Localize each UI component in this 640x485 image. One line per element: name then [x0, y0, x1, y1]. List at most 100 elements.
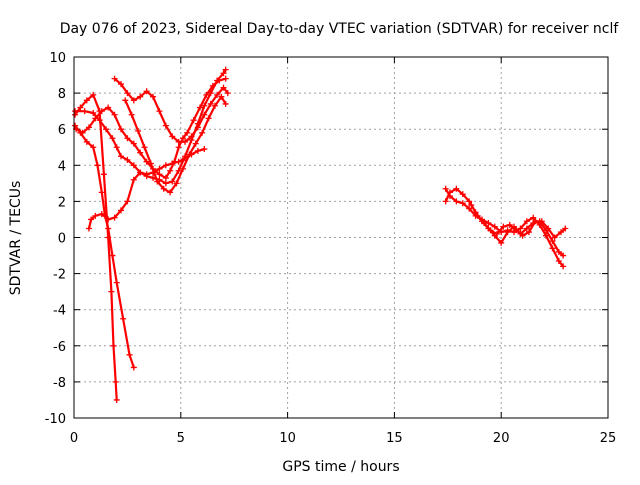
- data-point: [442, 185, 449, 192]
- x-tick-label: 0: [70, 431, 78, 446]
- data-point: [459, 191, 466, 198]
- data-point: [137, 169, 144, 176]
- data-point: [81, 108, 88, 115]
- data-point: [167, 189, 174, 196]
- series-line: [73, 124, 135, 369]
- data-point: [124, 135, 131, 142]
- data-point: [207, 100, 214, 107]
- data-point: [126, 351, 133, 358]
- data-point: [453, 198, 460, 205]
- data-point: [536, 221, 543, 228]
- data-point: [117, 126, 124, 133]
- y-tick-label: 2: [58, 195, 66, 210]
- data-point: [504, 227, 511, 234]
- data-point: [90, 144, 97, 151]
- data-point: [85, 225, 92, 232]
- data-point: [96, 117, 103, 124]
- data-point: [194, 124, 201, 131]
- data-point: [113, 144, 120, 151]
- data-point: [549, 245, 556, 252]
- data-point: [218, 93, 225, 100]
- data-point: [117, 207, 124, 214]
- data-point: [211, 102, 218, 109]
- data-point: [538, 218, 545, 225]
- data-point: [487, 227, 494, 234]
- data-point: [124, 90, 131, 97]
- data-point: [216, 77, 223, 84]
- x-axis-title: GPS time / hours: [282, 459, 399, 475]
- data-point: [141, 144, 148, 151]
- data-point: [525, 229, 532, 236]
- data-point: [130, 162, 137, 169]
- data-point: [506, 221, 513, 228]
- series-track-6: [111, 75, 231, 145]
- data-point: [530, 214, 537, 221]
- data-point: [130, 176, 137, 183]
- data-point: [156, 171, 163, 178]
- data-point: [543, 232, 550, 239]
- data-point: [532, 218, 539, 225]
- data-point: [169, 178, 176, 185]
- data-point: [137, 149, 144, 156]
- series-track-1: [72, 91, 120, 403]
- data-point: [128, 111, 135, 118]
- data-point: [150, 93, 157, 100]
- data-point: [203, 91, 210, 98]
- data-point: [98, 211, 105, 218]
- data-point: [79, 129, 86, 136]
- data-point: [122, 97, 129, 104]
- data-point: [109, 135, 116, 142]
- y-tick-label: -4: [53, 304, 66, 319]
- data-point: [85, 124, 92, 131]
- data-point: [474, 212, 481, 219]
- data-point: [169, 133, 176, 140]
- x-tick-label: 25: [600, 431, 617, 446]
- y-axis-title: SDTVAR / TECUs: [8, 181, 24, 296]
- data-point: [555, 257, 562, 264]
- data-point: [175, 144, 182, 151]
- data-point: [130, 97, 137, 104]
- data-point: [182, 138, 189, 145]
- x-axis-tick-labels: 0 5 10 15 20 25: [70, 431, 616, 446]
- data-point: [109, 252, 116, 259]
- data-point: [551, 234, 558, 241]
- y-tick-label: -8: [53, 376, 66, 391]
- data-point: [90, 109, 97, 116]
- data-point: [513, 227, 520, 234]
- data-point: [143, 88, 150, 95]
- data-point: [77, 104, 84, 111]
- gridlines: [74, 57, 608, 418]
- data-point: [120, 315, 127, 322]
- data-point: [186, 151, 193, 158]
- y-tick-label: 10: [49, 51, 66, 66]
- data-point: [105, 216, 112, 223]
- series-line: [444, 187, 565, 257]
- data-point: [113, 396, 120, 403]
- data-point: [466, 198, 473, 205]
- data-point: [220, 84, 227, 91]
- data-point: [154, 178, 161, 185]
- data-point: [111, 214, 118, 221]
- data-point: [113, 279, 120, 286]
- data-point: [135, 128, 142, 135]
- data-point: [562, 225, 569, 232]
- data-point: [112, 378, 119, 385]
- data-point: [179, 165, 186, 172]
- x-tick-label: 20: [493, 431, 510, 446]
- data-point: [117, 81, 124, 88]
- series-track-8: [442, 185, 567, 259]
- series-line: [470, 203, 567, 239]
- data-point: [175, 138, 182, 145]
- data-point: [169, 160, 176, 167]
- data-point: [105, 225, 112, 232]
- data-point: [491, 223, 498, 230]
- data-point: [220, 70, 227, 77]
- data-point: [199, 129, 206, 136]
- data-point: [222, 66, 229, 73]
- data-point: [179, 135, 186, 142]
- data-point: [160, 185, 167, 192]
- data-point: [481, 220, 488, 227]
- data-point: [192, 140, 199, 147]
- data-point: [137, 93, 144, 100]
